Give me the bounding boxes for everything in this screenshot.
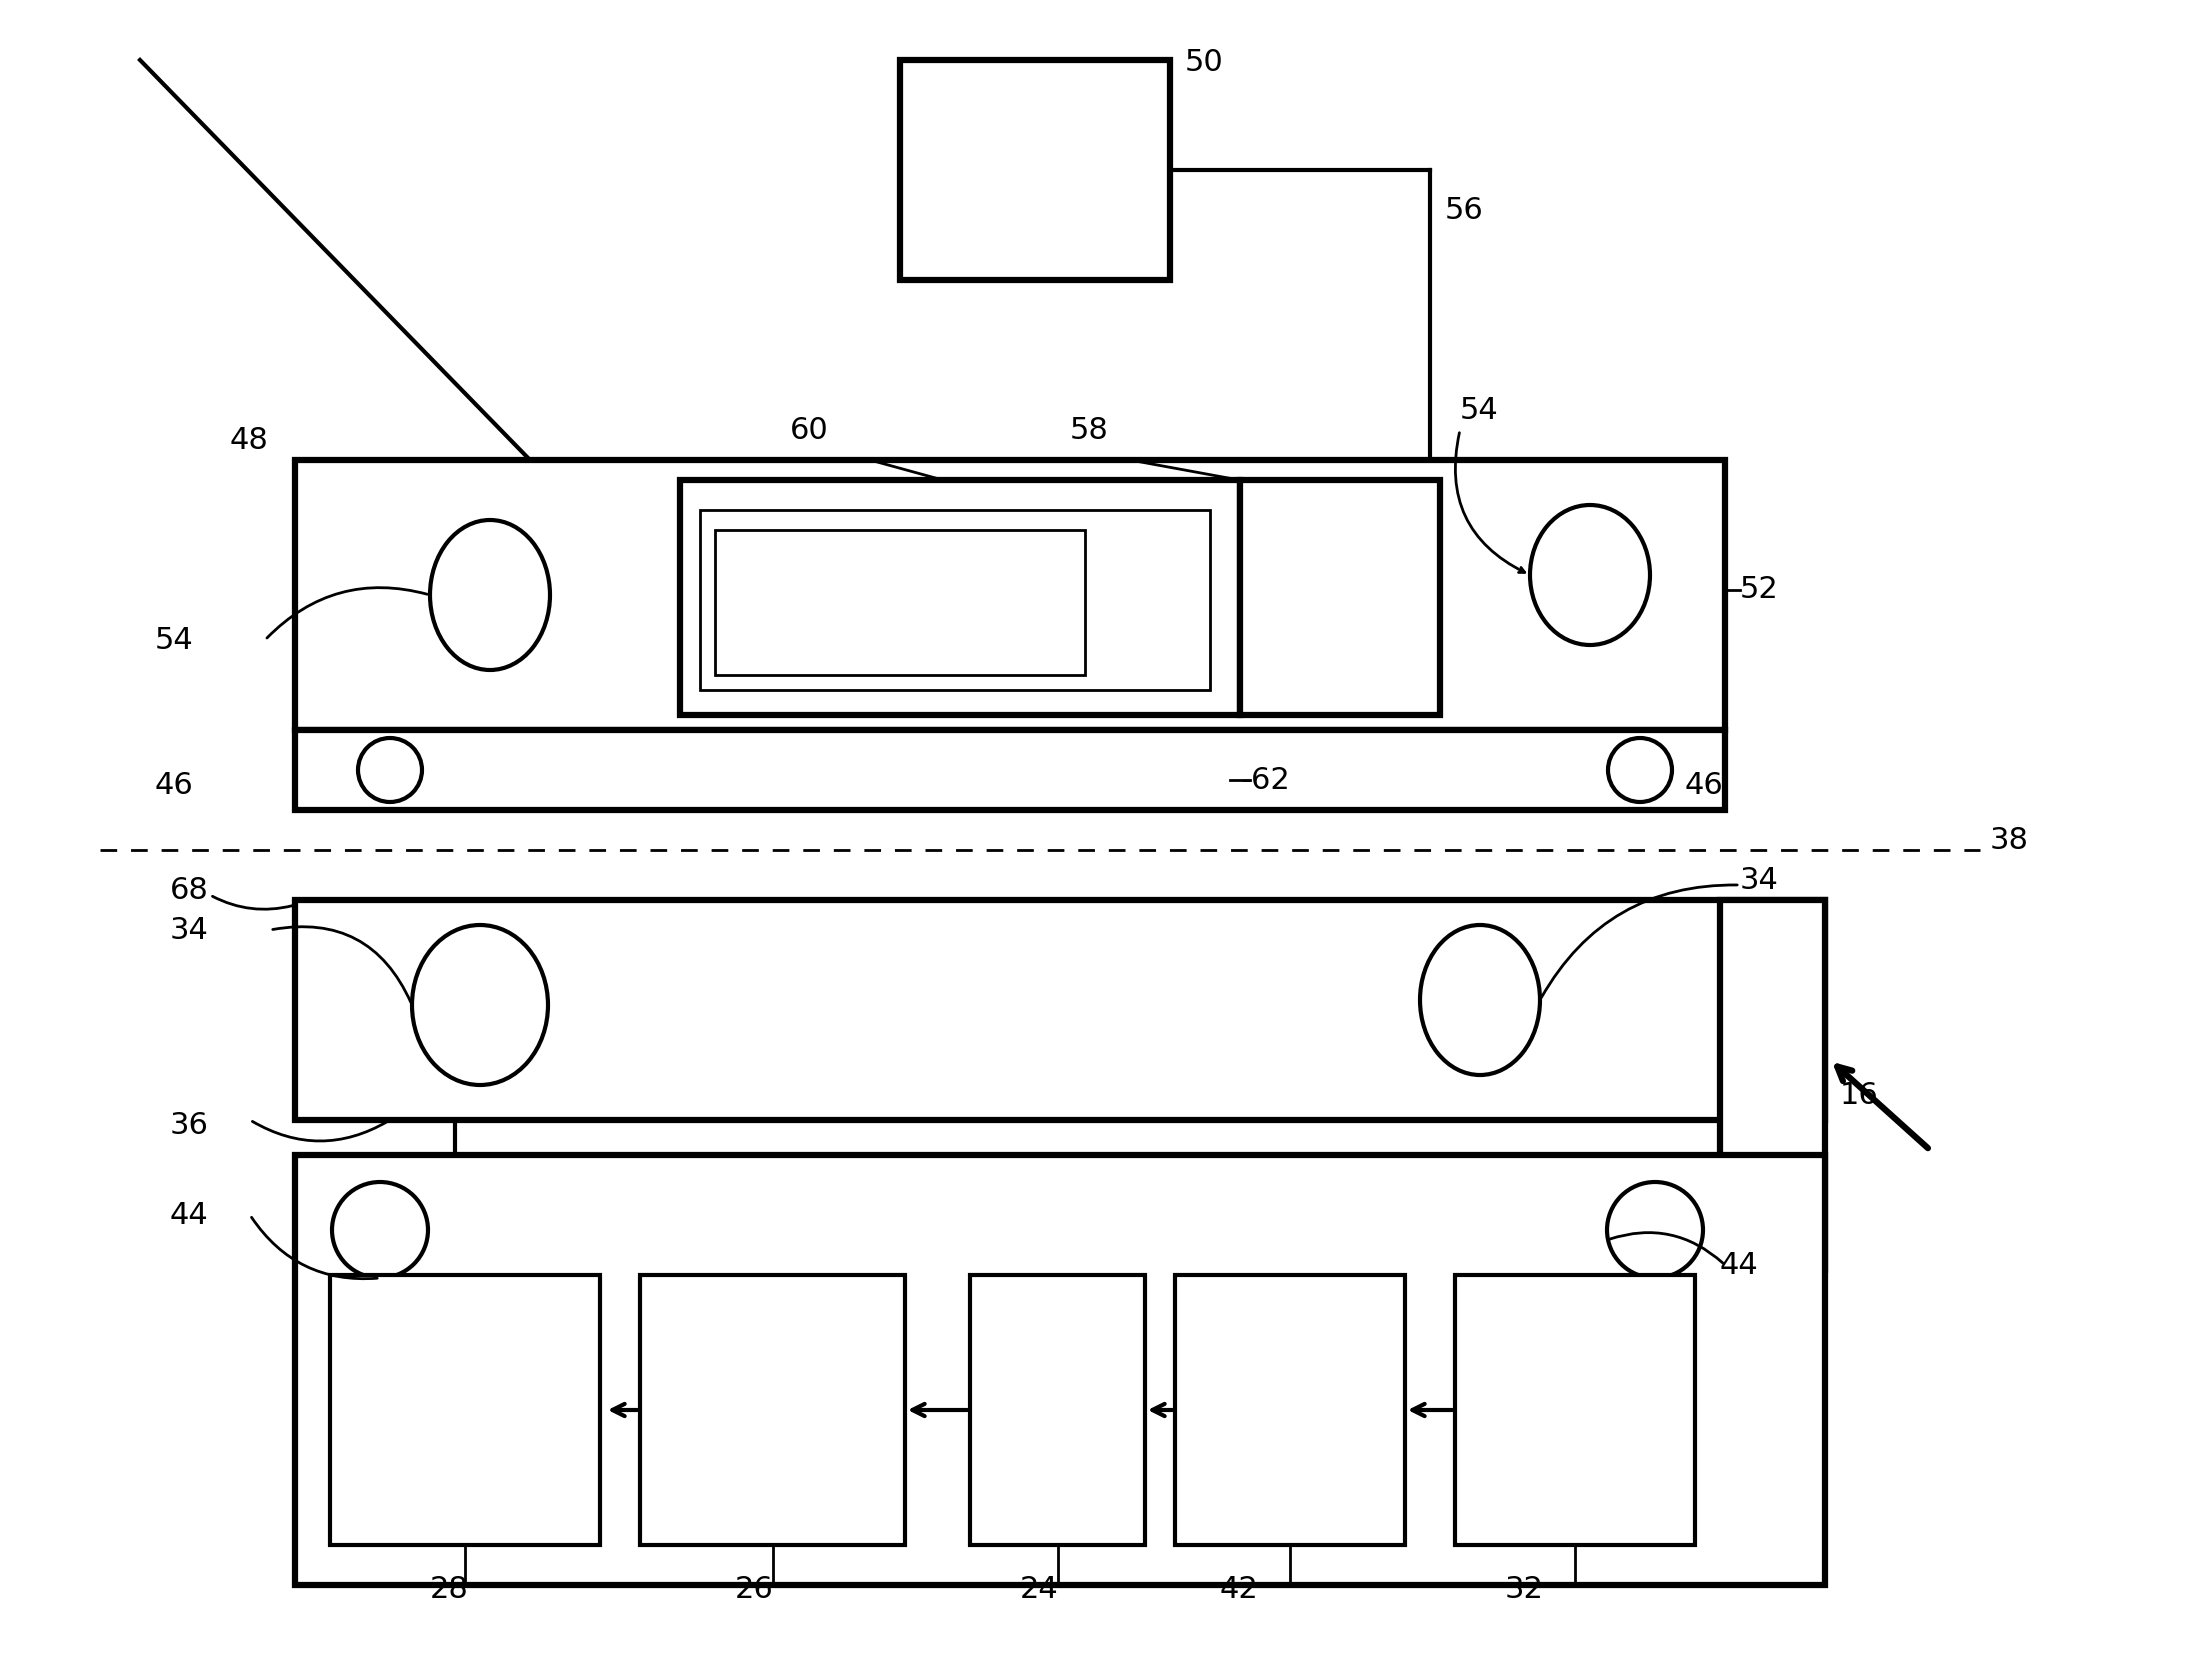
Ellipse shape [412, 925, 549, 1084]
Bar [969, 1276, 1146, 1545]
Text: 24: 24 [1020, 1575, 1060, 1605]
Bar [295, 900, 1824, 1119]
Text: 54: 54 [154, 625, 194, 655]
Ellipse shape [430, 521, 551, 670]
Ellipse shape [1421, 925, 1540, 1074]
Circle shape [359, 738, 423, 802]
Ellipse shape [1531, 506, 1650, 645]
Text: 46: 46 [154, 770, 194, 800]
Bar [681, 481, 1240, 715]
Bar [1174, 1276, 1406, 1545]
Text: 44: 44 [170, 1201, 209, 1229]
Text: 60: 60 [791, 416, 828, 444]
Text: 54: 54 [1461, 396, 1498, 424]
Text: 16: 16 [1840, 1081, 1879, 1109]
Bar [641, 1276, 905, 1545]
Bar [1240, 481, 1441, 715]
Text: 26: 26 [736, 1575, 773, 1605]
Bar [716, 530, 1086, 675]
Circle shape [333, 1182, 427, 1277]
Text: 32: 32 [1505, 1575, 1544, 1605]
Text: 34: 34 [170, 916, 209, 945]
Text: 68: 68 [170, 875, 209, 905]
Bar [295, 730, 1725, 810]
Text: 36: 36 [170, 1111, 209, 1139]
Text: 42: 42 [1220, 1575, 1258, 1605]
Text: 46: 46 [1685, 770, 1723, 800]
Text: 44: 44 [1721, 1251, 1758, 1279]
Text: 34: 34 [1740, 865, 1778, 895]
Bar [295, 1156, 1824, 1585]
Text: -62: -62 [1240, 765, 1289, 795]
Text: 56: 56 [1445, 196, 1485, 225]
Bar [1454, 1276, 1694, 1545]
Text: 58: 58 [1071, 416, 1108, 444]
Bar [295, 461, 1725, 730]
Bar [1721, 900, 1824, 1271]
Text: 48: 48 [229, 426, 269, 454]
Text: 28: 28 [430, 1575, 469, 1605]
Text: 38: 38 [1989, 825, 2029, 855]
Bar [701, 511, 1209, 690]
Circle shape [1606, 1182, 1703, 1277]
Circle shape [1608, 738, 1672, 802]
Bar [330, 1276, 599, 1545]
Text: 50: 50 [1185, 48, 1223, 76]
Text: 52: 52 [1740, 575, 1778, 604]
Bar [901, 60, 1170, 279]
